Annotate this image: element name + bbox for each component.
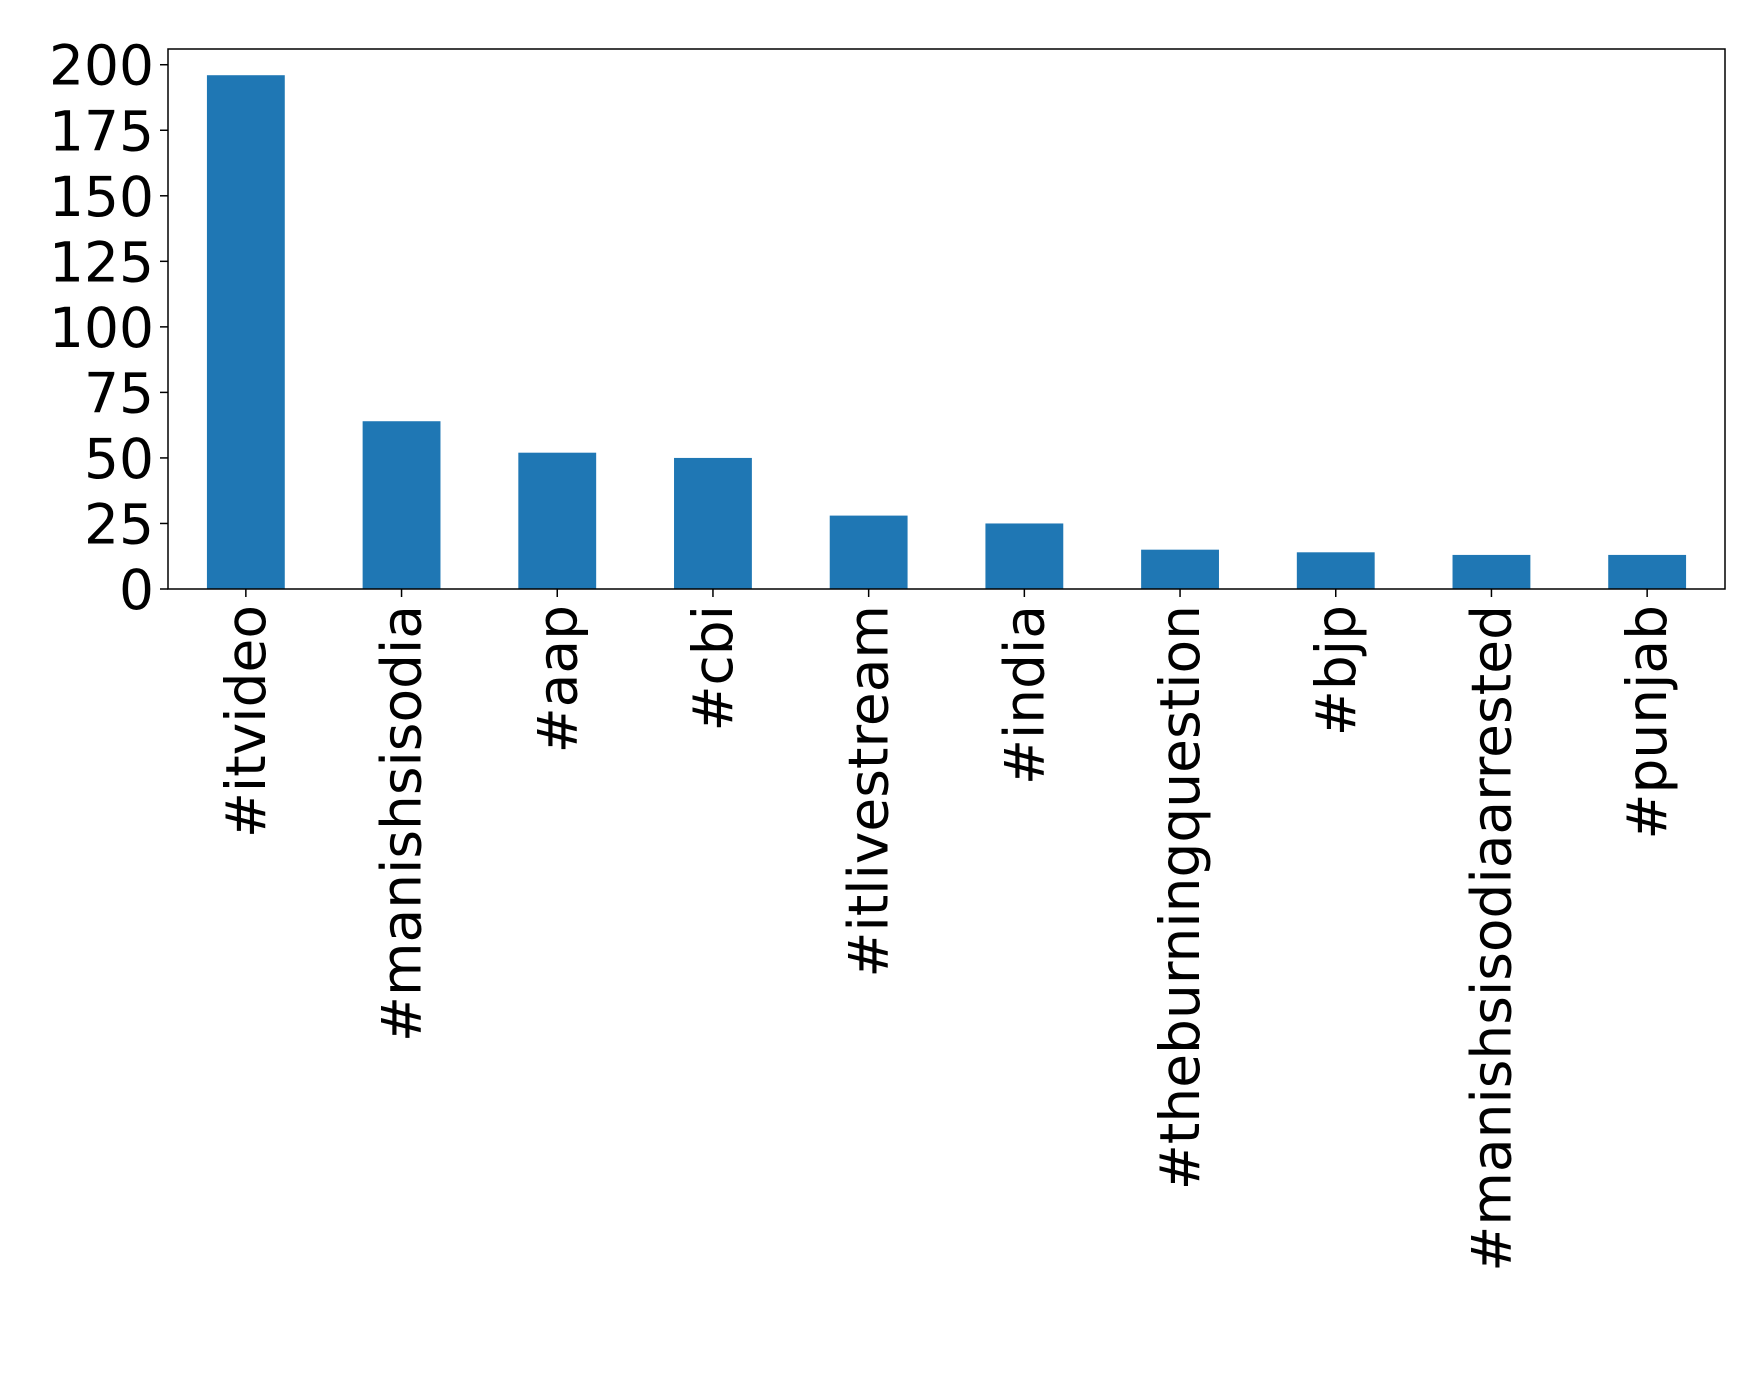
y-tick-label: 150 (49, 165, 154, 229)
bars-layer (206, 75, 1687, 589)
x-tick-label: #cbi (681, 605, 745, 732)
x-tick-label: #manishsisodiaarrested (1459, 605, 1523, 1272)
x-tick-label: #manishsisodia (370, 605, 434, 1042)
bar (518, 452, 597, 589)
bar (1608, 554, 1687, 589)
x-axis: #itvideo #manishsisodia #aap #cbi #itlivestr… (214, 589, 1679, 1272)
y-tick-label: 200 (49, 34, 154, 98)
y-tick-label: 100 (49, 296, 154, 360)
bar (1296, 552, 1375, 589)
x-tick-label: #india (992, 605, 1056, 785)
plot-frame (167, 48, 1726, 590)
bar (674, 457, 752, 589)
y-tick-label: 175 (49, 99, 154, 163)
x-tick-label: #aap (525, 605, 589, 753)
x-tick-label: #punjab (1615, 605, 1679, 840)
y-tick-label: 0 (119, 558, 154, 622)
bar (206, 75, 285, 589)
y-tick-label: 25 (84, 492, 154, 556)
x-tick-label: #theburningquestion (1148, 605, 1212, 1190)
y-tick-label: 125 (49, 230, 154, 294)
x-tick-label: #itlivestream (837, 605, 901, 978)
x-tick-label: #itvideo (214, 605, 278, 838)
bar (1452, 554, 1531, 589)
bar (829, 515, 908, 589)
x-tick-label: #bjp (1304, 605, 1368, 736)
bar (985, 523, 1064, 589)
y-tick-label: 50 (84, 427, 154, 491)
y-tick-label: 75 (84, 361, 154, 425)
bar (1141, 549, 1219, 589)
bar (362, 421, 441, 589)
